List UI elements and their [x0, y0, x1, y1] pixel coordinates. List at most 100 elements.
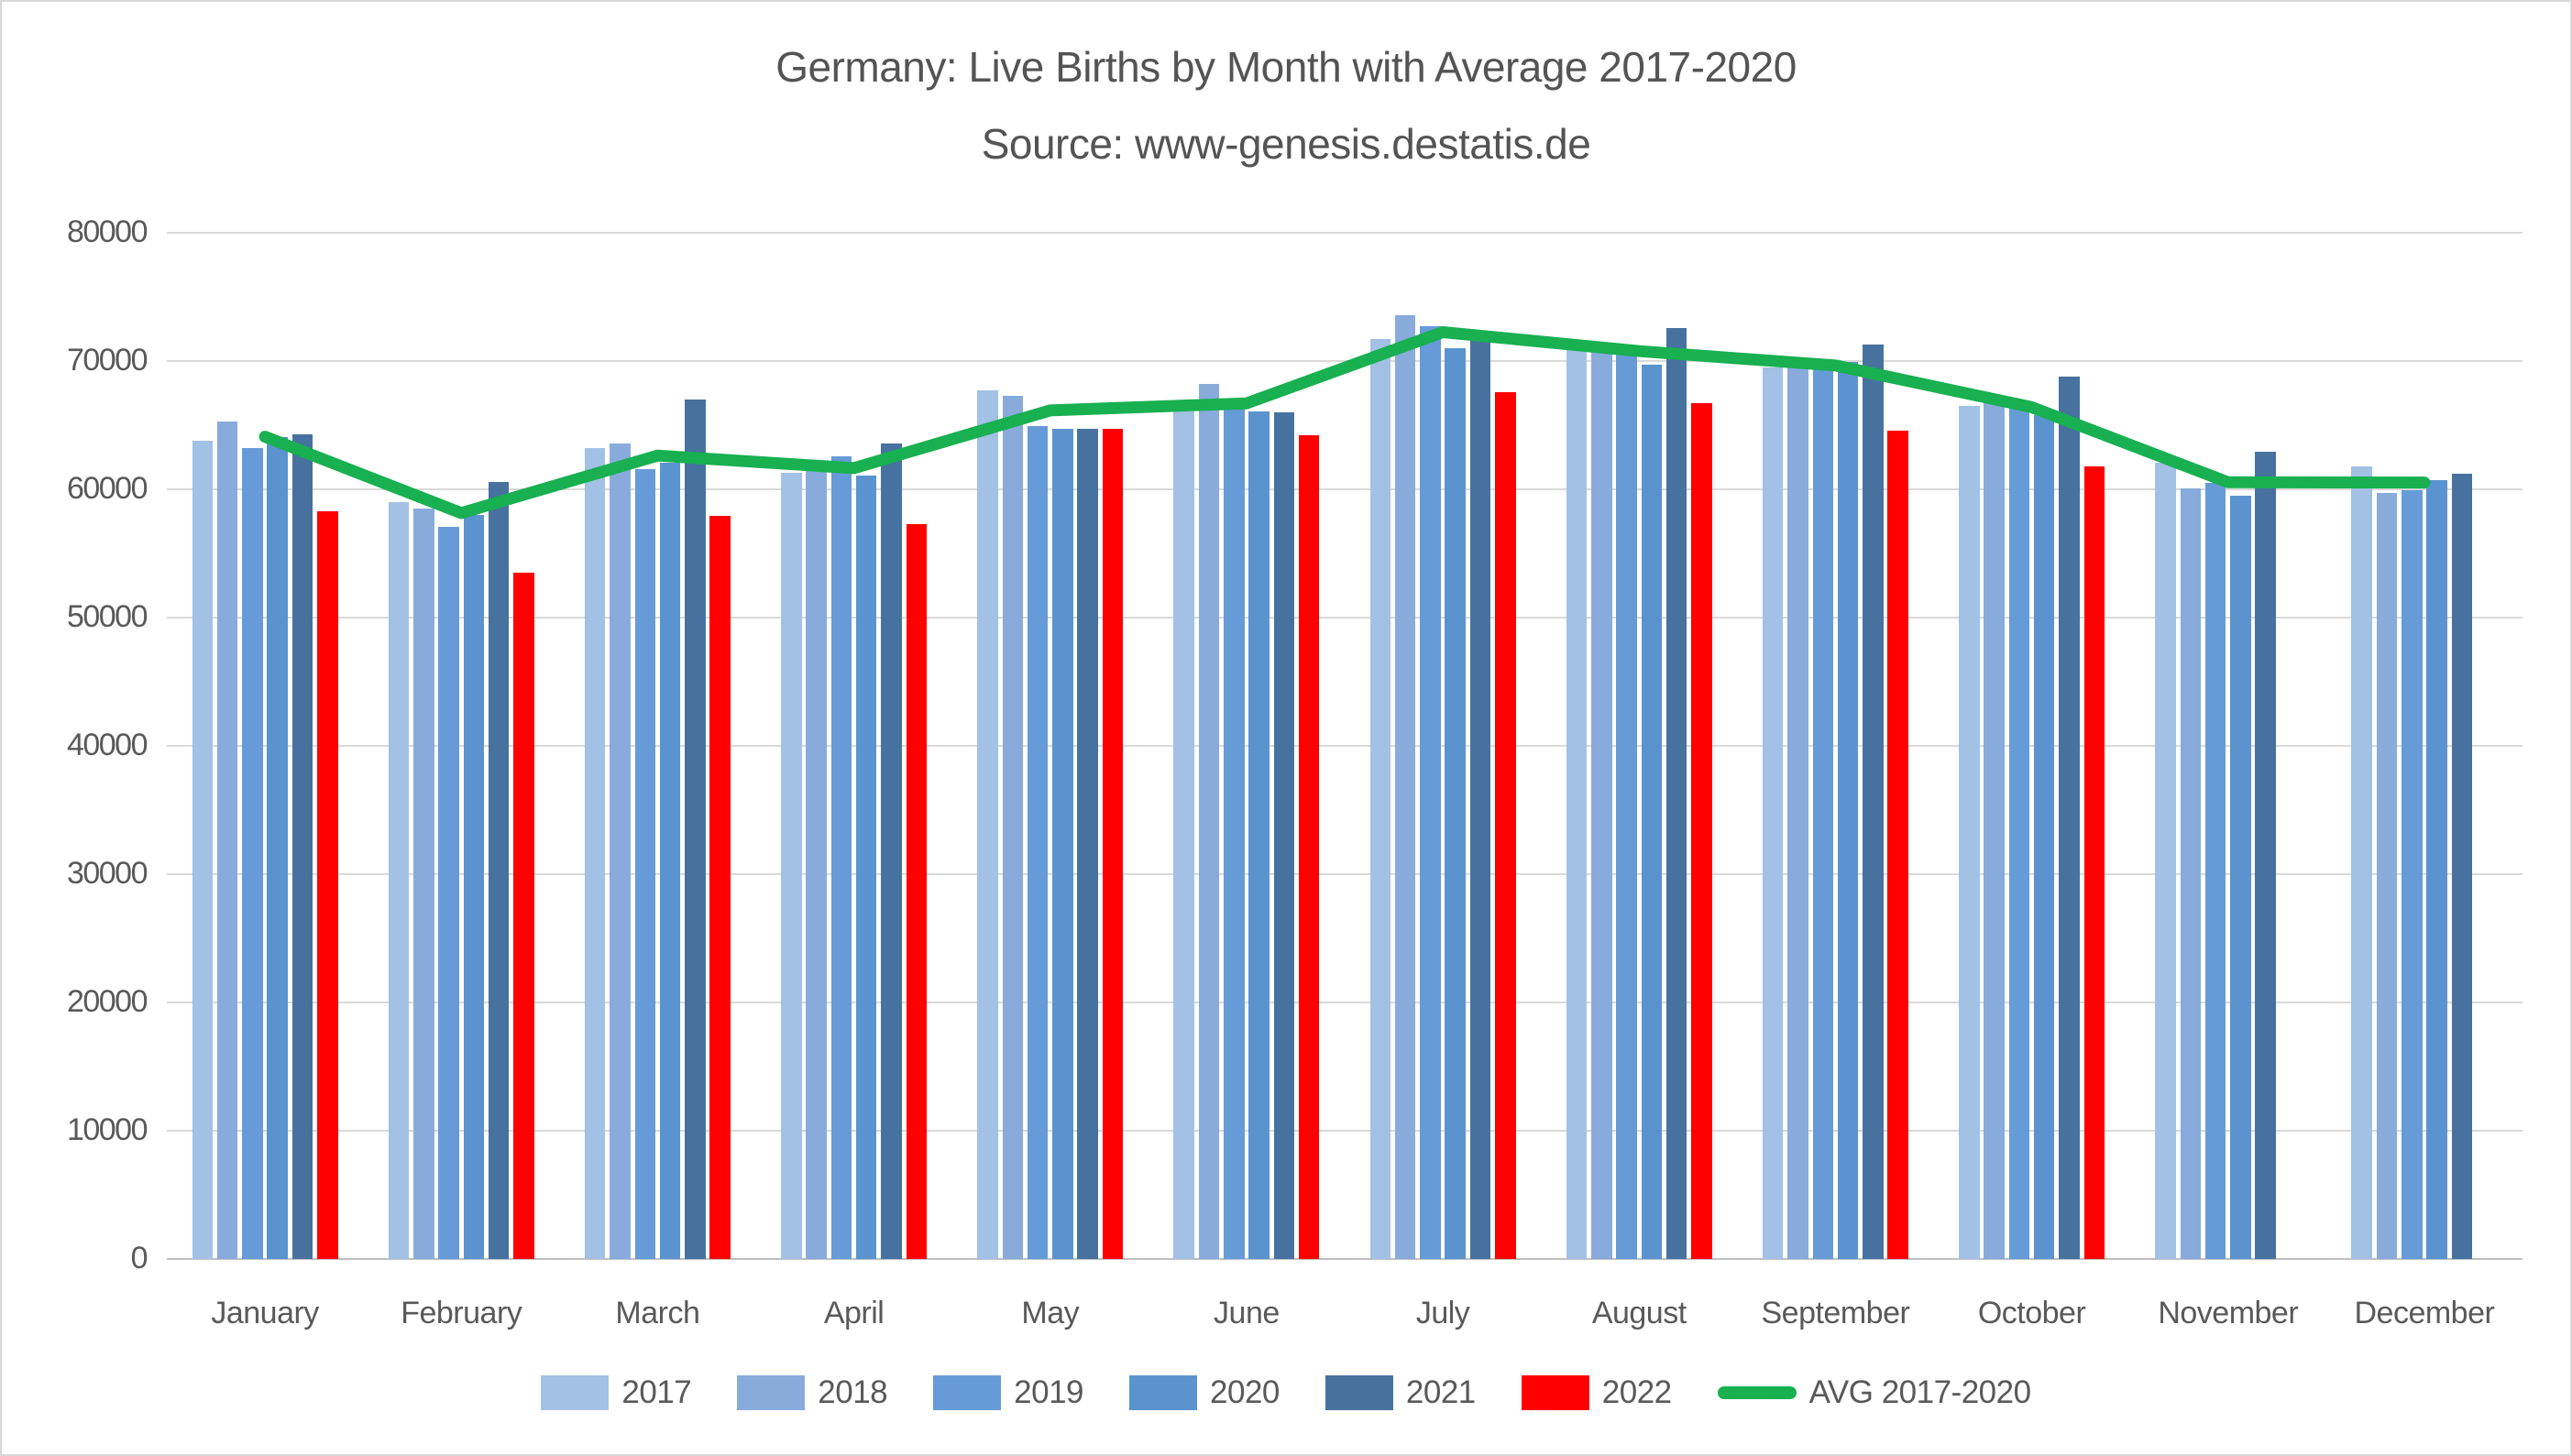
- bar-2021-january: [291, 433, 313, 1259]
- bar-2017-february: [388, 502, 410, 1259]
- bar-2022-april: [906, 523, 928, 1259]
- x-tick-label-november: November: [2158, 1296, 2299, 1330]
- bar-2021-december: [2451, 474, 2473, 1259]
- legend-swatch-2018: [737, 1375, 806, 1410]
- x-tick-label-may: May: [1021, 1296, 1080, 1330]
- bar-2020-september: [1837, 362, 1859, 1259]
- bar-2020-april: [855, 475, 877, 1259]
- bar-2021-may: [1077, 429, 1098, 1259]
- gridline-30000: [167, 873, 2523, 875]
- legend-item-2019: 2019: [933, 1374, 1084, 1411]
- bar-2018-april: [806, 468, 827, 1259]
- legend-label-2018: 2018: [818, 1374, 888, 1410]
- bar-2022-february: [513, 573, 534, 1259]
- bar-2017-may: [977, 390, 998, 1259]
- x-tick-label-june: June: [1214, 1296, 1280, 1330]
- x-tick-label-july: July: [1415, 1296, 1470, 1330]
- bar-2020-december: [2426, 480, 2447, 1259]
- bar-2021-october: [2059, 376, 2080, 1259]
- legend-label-avg: AVG 2017-2020: [1808, 1374, 2031, 1410]
- bar-2019-may: [1027, 426, 1049, 1259]
- legend-item-2022: 2022: [1521, 1374, 1672, 1411]
- bar-2021-august: [1665, 327, 1687, 1259]
- bar-2018-january: [216, 421, 238, 1259]
- bar-2017-january: [192, 440, 214, 1259]
- bar-2018-september: [1787, 365, 1808, 1259]
- bar-2022-september: [1887, 430, 1908, 1259]
- bar-2018-may: [1002, 395, 1024, 1259]
- x-tick-label-april: April: [823, 1296, 885, 1330]
- bar-2017-november: [2155, 462, 2176, 1259]
- bar-2020-march: [659, 462, 681, 1259]
- bar-2022-august: [1691, 403, 1712, 1259]
- bar-2017-march: [584, 448, 606, 1259]
- x-tick-label-december: December: [2354, 1296, 2495, 1330]
- bar-2017-december: [2351, 465, 2372, 1259]
- chart-title: Germany: Live Births by Month with Avera…: [775, 43, 1797, 91]
- legend-label-2017: 2017: [621, 1374, 692, 1410]
- bar-2019-january: [242, 448, 263, 1259]
- bar-2020-january: [267, 436, 288, 1259]
- legend-item-2018: 2018: [737, 1374, 888, 1411]
- gridline-50000: [167, 617, 2523, 619]
- bar-2017-june: [1173, 411, 1194, 1259]
- legend-label-2022: 2022: [1601, 1374, 1672, 1410]
- x-tick-label-march: March: [615, 1296, 700, 1330]
- legend-label-2019: 2019: [1014, 1374, 1084, 1410]
- bar-2019-september: [1812, 367, 1834, 1259]
- bar-2022-october: [2083, 465, 2105, 1259]
- bar-2018-november: [2180, 487, 2202, 1259]
- bar-2021-september: [1863, 344, 1884, 1259]
- legend-item-2021: 2021: [1324, 1374, 1476, 1411]
- gridline-20000: [167, 1002, 2523, 1003]
- bar-2017-october: [1959, 406, 1980, 1259]
- bar-2017-september: [1762, 367, 1784, 1259]
- legend-swatch-2019: [933, 1375, 1002, 1410]
- y-tick-label-20000: 20000: [66, 984, 148, 1019]
- bar-2018-march: [610, 443, 631, 1259]
- bar-2018-june: [1198, 384, 1220, 1259]
- y-tick-label-70000: 70000: [66, 343, 148, 378]
- bar-2021-march: [685, 400, 706, 1259]
- x-tick-label-september: September: [1761, 1296, 1910, 1330]
- y-tick-label-40000: 40000: [66, 728, 148, 762]
- y-tick-label-10000: 10000: [66, 1112, 148, 1147]
- y-tick-label-80000: 80000: [66, 214, 148, 249]
- legend-label-2021: 2021: [1405, 1374, 1476, 1410]
- x-tick-label-august: August: [1591, 1296, 1687, 1330]
- bar-2021-february: [488, 481, 510, 1259]
- gridline-40000: [167, 745, 2523, 747]
- bar-2019-march: [634, 468, 656, 1259]
- bar-2021-april: [881, 443, 902, 1259]
- x-tick-label-february: February: [401, 1296, 522, 1330]
- bar-2019-october: [2008, 407, 2030, 1259]
- gridline-10000: [167, 1130, 2523, 1132]
- bar-2020-june: [1248, 411, 1270, 1259]
- bar-2022-june: [1298, 435, 1320, 1259]
- bar-2018-february: [413, 509, 434, 1259]
- bar-2019-june: [1224, 407, 1245, 1259]
- gridline-70000: [167, 360, 2523, 362]
- bar-2022-march: [709, 516, 731, 1259]
- bar-2020-november: [2230, 496, 2251, 1259]
- chart-subtitle: Source: www-genesis.destatis.de: [981, 120, 1591, 168]
- legend-swatch-2022: [1521, 1375, 1589, 1410]
- bar-2017-july: [1369, 339, 1391, 1259]
- legend: 2017 2018 2019 2020 2021 2022 AVG 2017-2020: [2, 1374, 2570, 1411]
- bar-2018-december: [2376, 493, 2398, 1259]
- gridline-60000: [167, 488, 2523, 490]
- gridline-80000: [167, 232, 2523, 234]
- bar-2021-june: [1273, 412, 1295, 1259]
- bar-2020-july: [1445, 348, 1466, 1259]
- legend-item-2017: 2017: [541, 1374, 692, 1411]
- y-tick-label-60000: 60000: [66, 471, 148, 506]
- y-tick-label-0: 0: [130, 1241, 148, 1275]
- bar-2017-april: [781, 472, 802, 1259]
- y-tick-label-30000: 30000: [66, 856, 148, 891]
- bar-2019-august: [1616, 349, 1637, 1259]
- bar-2020-august: [1641, 365, 1663, 1259]
- bar-2019-february: [438, 526, 459, 1259]
- bar-2022-july: [1495, 391, 1516, 1259]
- legend-avg-line-swatch: [1717, 1386, 1797, 1399]
- bar-2022-january: [317, 510, 338, 1259]
